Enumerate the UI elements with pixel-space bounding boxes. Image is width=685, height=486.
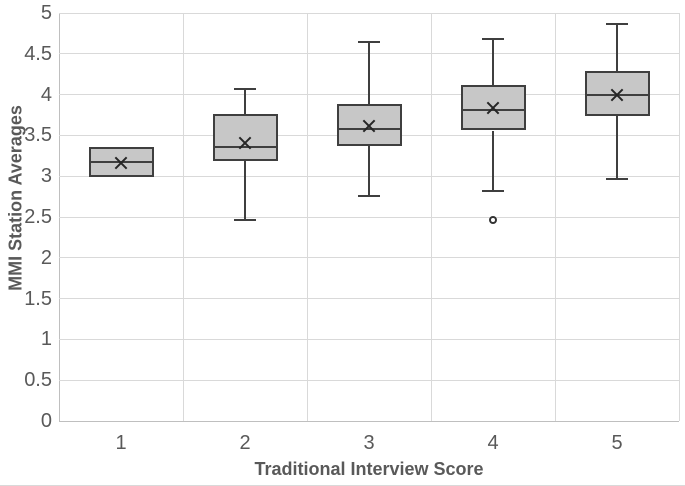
gridline-horizontal (59, 257, 679, 259)
y-tick-label: 0 (40, 410, 52, 432)
y-tick-label: 5 (40, 2, 52, 24)
y-tick-label: 0.5 (24, 369, 52, 392)
gridline-horizontal (59, 216, 679, 218)
whisker-upper (244, 88, 246, 115)
y-tick-label: 4 (40, 83, 52, 106)
whisker-cap-max (606, 22, 628, 25)
y-tick-label: 2.5 (24, 206, 52, 228)
whisker-lower (244, 160, 246, 221)
whisker-cap-max (358, 41, 380, 44)
x-tick-label: 4 (487, 432, 499, 454)
y-tick-label: 3.5 (24, 124, 52, 147)
whisker-cap-min (606, 177, 628, 180)
x-tick-label: 5 (611, 432, 623, 454)
mean-x-marker (486, 101, 500, 115)
x-axis-line (59, 421, 679, 422)
y-tick-label: 4.5 (24, 42, 52, 65)
whisker-cap-min (234, 219, 256, 222)
mean-x-marker (114, 156, 128, 170)
whisker-cap-max (482, 38, 504, 41)
x-axis-title: Traditional Interview Score (254, 459, 484, 479)
outlier-point (489, 216, 497, 225)
whisker-upper (616, 23, 618, 71)
whisker-cap-max (234, 87, 256, 90)
gridline-vertical (678, 13, 680, 421)
x-tick-label: 1 (115, 432, 127, 454)
gridline-horizontal (59, 298, 679, 300)
whisker-lower (492, 130, 494, 191)
gridline-horizontal (59, 379, 679, 381)
y-tick-label: 1 (40, 328, 52, 351)
mean-x-marker (362, 119, 376, 133)
gridline-horizontal (59, 12, 679, 14)
whisker-upper (368, 42, 370, 105)
x-tick-label: 3 (363, 432, 375, 454)
whisker-upper (492, 39, 494, 85)
mean-x-marker (610, 88, 624, 102)
y-tick-label: 3 (40, 165, 52, 188)
gridline-vertical (554, 13, 556, 421)
whisker-lower (368, 146, 370, 196)
y-tick-label: 2 (40, 246, 52, 269)
gridline-vertical (430, 13, 432, 421)
gridline-vertical (306, 13, 308, 421)
y-tick-label: 1.5 (24, 287, 52, 310)
x-tick-label: 2 (239, 432, 251, 454)
gridline-horizontal (59, 338, 679, 340)
whisker-lower (616, 115, 618, 179)
whisker-cap-min (482, 189, 504, 192)
plot-area (59, 12, 680, 422)
gridline-vertical (182, 13, 184, 421)
mean-x-marker (238, 136, 252, 150)
whisker-cap-min (358, 194, 380, 197)
box-4 (460, 84, 526, 131)
